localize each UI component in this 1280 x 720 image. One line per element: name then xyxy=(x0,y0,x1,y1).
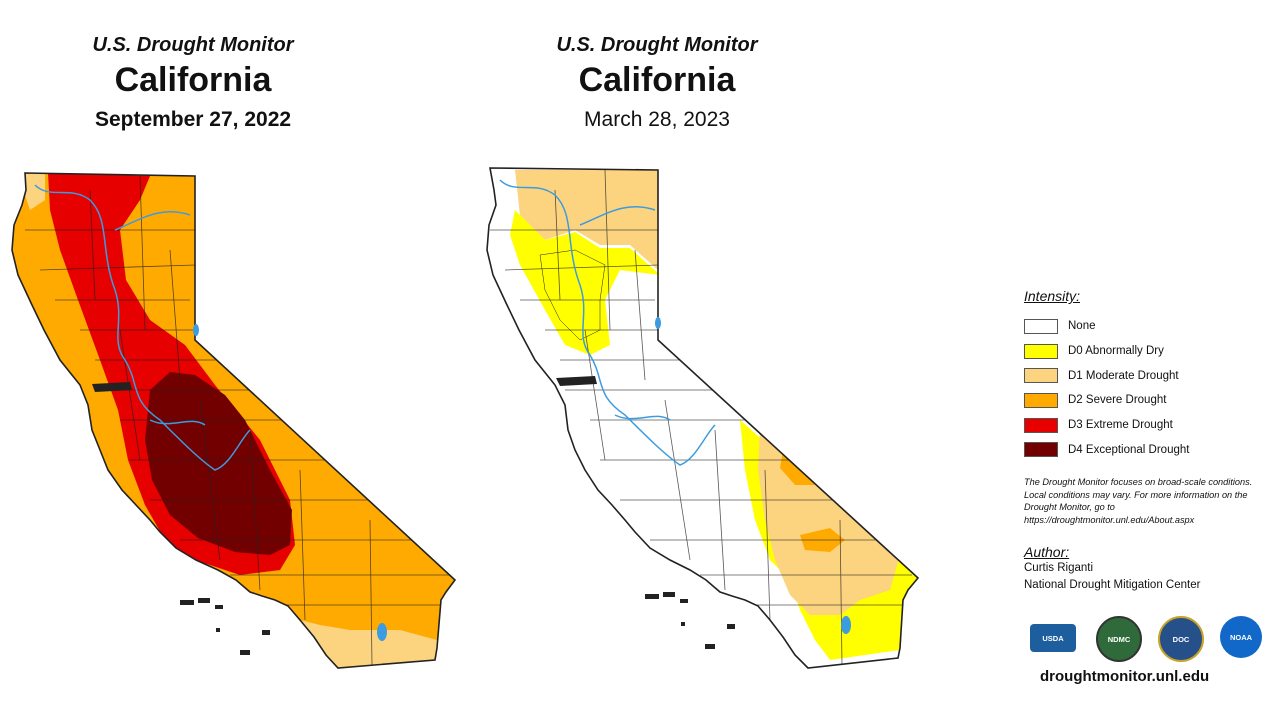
map-state-name: California xyxy=(578,61,736,99)
channel-islands xyxy=(180,598,270,655)
legend-swatch xyxy=(1024,392,1058,408)
legend-item: None xyxy=(1024,314,1274,339)
salton-sea xyxy=(377,623,387,641)
state-outline xyxy=(11,172,457,669)
footer-url: droughtmonitor.unl.edu xyxy=(1040,668,1210,685)
doc-seal-logo: DOC xyxy=(1158,616,1204,662)
map-subtitle: U.S. Drought Monitor xyxy=(92,34,294,56)
legend-label: D1 Moderate Drought xyxy=(1068,369,1179,382)
legend-item: D4 Exceptional Drought xyxy=(1024,437,1274,462)
legend-swatch xyxy=(1024,318,1058,334)
rivers xyxy=(34,184,251,471)
state-outline xyxy=(486,167,920,669)
d1-moderate-region-north xyxy=(515,170,658,270)
legend-label: D3 Extreme Drought xyxy=(1068,419,1173,432)
lake-tahoe xyxy=(193,324,199,336)
legend-label: None xyxy=(1068,320,1096,333)
county-boundaries xyxy=(25,175,450,666)
author-name: Curtis Riganti xyxy=(1024,562,1094,575)
salton-sea xyxy=(841,616,851,634)
legend-item: D3 Extreme Drought xyxy=(1024,413,1274,438)
legend-heading: Intensity: xyxy=(1024,288,1081,304)
legend-swatch xyxy=(1024,442,1058,458)
legend-label: D4 Exceptional Drought xyxy=(1068,443,1190,456)
legend-item: D1 Moderate Drought xyxy=(1024,363,1274,388)
map-title-left: U.S. Drought Monitor California Septembe… xyxy=(13,34,373,132)
legend: Intensity: None D0 Abnormally Dry D1 Moder… xyxy=(1024,288,1274,594)
channel-islands xyxy=(645,592,735,649)
legend-swatch xyxy=(1024,417,1058,433)
d1-moderate-region xyxy=(300,620,437,668)
rivers xyxy=(499,179,716,466)
usda-logo: USDA xyxy=(1030,624,1076,652)
d1-moderate-region-north xyxy=(25,173,45,210)
legend-items: None D0 Abnormally Dry D1 Moderate Drought… xyxy=(1024,314,1274,462)
legend-item: D0 Abnormally Dry xyxy=(1024,339,1274,364)
ndmc-logo: NDMC xyxy=(1096,616,1142,662)
noaa-logo: NOAA xyxy=(1220,616,1262,658)
author-heading: Author: xyxy=(1024,544,1070,561)
county-boundaries xyxy=(490,169,912,666)
map-title-right: U.S. Drought Monitor California March 28… xyxy=(477,34,837,132)
author-org: National Drought Mitigation Center xyxy=(1024,579,1201,592)
bay-area xyxy=(556,376,597,386)
legend-label: D0 Abnormally Dry xyxy=(1068,345,1164,358)
legend-item: D2 Severe Drought xyxy=(1024,388,1274,413)
map-date: September 27, 2022 xyxy=(94,108,292,131)
map-subtitle: U.S. Drought Monitor xyxy=(556,34,758,56)
lake-tahoe xyxy=(655,317,661,329)
agency-logos: USDA NDMC DOC NOAA xyxy=(1030,616,1270,662)
legend-swatch xyxy=(1024,343,1058,359)
legend-swatch xyxy=(1024,368,1058,384)
bay-area xyxy=(92,382,132,392)
legend-label: D2 Severe Drought xyxy=(1068,394,1167,407)
map-state-name: California xyxy=(114,61,272,99)
map-date: March 28, 2023 xyxy=(584,108,730,131)
legend-note: The Drought Monitor focuses on broad-sca… xyxy=(1024,477,1253,525)
